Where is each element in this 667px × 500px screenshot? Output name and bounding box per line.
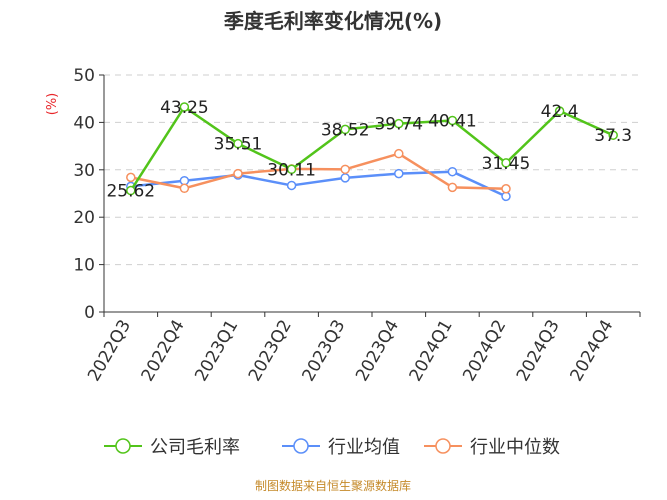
data-label: 43.25 xyxy=(160,98,209,118)
data-label: 39.74 xyxy=(374,115,423,135)
y-tick-label: 0 xyxy=(84,303,95,323)
series-layer xyxy=(126,102,618,202)
x-tick-label: 2023Q2 xyxy=(245,317,296,385)
legend-label: 行业中位数 xyxy=(470,437,560,458)
data-point xyxy=(286,180,297,191)
x-tick-label: 2024Q1 xyxy=(406,317,457,385)
legend-label: 公司毛利率 xyxy=(150,437,240,458)
data-point xyxy=(233,138,243,149)
data-point xyxy=(554,106,565,116)
data-point xyxy=(608,130,618,140)
data-label: 31.45 xyxy=(482,154,531,174)
legend-swatch-marker xyxy=(293,438,309,454)
legend-item[interactable]: 行业均值 xyxy=(282,437,400,458)
x-tick-label: 2023Q3 xyxy=(298,317,349,385)
data-point xyxy=(447,115,458,126)
series-line xyxy=(130,170,507,198)
data-point xyxy=(340,124,350,135)
y-tick-label: 40 xyxy=(73,113,95,133)
data-point xyxy=(126,172,136,183)
legend-item[interactable]: 行业中位数 xyxy=(424,437,560,458)
legend-item[interactable]: 公司毛利率 xyxy=(104,437,240,458)
data-point xyxy=(394,168,404,179)
data-label: 40.41 xyxy=(428,111,477,131)
data-point xyxy=(340,173,350,183)
axes xyxy=(99,74,641,317)
y-tick-labels: 0 10 20 30 40 50 xyxy=(73,66,95,323)
legend[interactable]: 公司毛利率 行业均值 行业中位数 xyxy=(104,437,560,458)
gridlines xyxy=(104,74,640,266)
data-label: 42.4 xyxy=(541,102,579,122)
data-point xyxy=(501,158,511,168)
data-label: 37.3 xyxy=(594,126,632,146)
data-point xyxy=(394,118,404,129)
data-label: 30.11 xyxy=(267,160,316,180)
footer-source: 制图数据来自恒生聚源数据库 xyxy=(255,478,411,493)
data-label: 25.62 xyxy=(106,182,155,202)
y-tick-label: 20 xyxy=(73,208,95,228)
y-tick-label: 50 xyxy=(73,66,95,86)
data-point xyxy=(501,191,511,202)
x-tick-label: 2024Q2 xyxy=(459,317,510,385)
data-label: 35.51 xyxy=(214,135,263,155)
x-tick-label: 2023Q4 xyxy=(352,317,403,385)
data-point xyxy=(501,184,511,194)
data-label: 38.52 xyxy=(321,120,370,140)
x-tick-label: 2024Q4 xyxy=(566,317,617,385)
data-point xyxy=(447,182,458,193)
y-axis-label: (%) xyxy=(45,93,60,116)
data-point xyxy=(179,183,190,194)
x-tick-label: 2024Q3 xyxy=(513,317,564,385)
data-point xyxy=(233,168,243,179)
data-point xyxy=(179,102,190,112)
legend-label: 行业均值 xyxy=(328,437,400,458)
legend-swatch-marker xyxy=(435,438,451,454)
chart-title: 季度毛利率变化情况(%) xyxy=(223,9,442,33)
series-0 xyxy=(126,102,618,196)
legend-swatch-marker xyxy=(115,438,131,454)
data-point xyxy=(447,166,458,177)
x-tick-labels: 2022Q3 2022Q4 2023Q1 2023Q2 2023Q3 2023Q4 2024… xyxy=(84,317,617,385)
x-tick-label: 2023Q1 xyxy=(191,317,242,385)
series-line xyxy=(130,152,507,191)
y-tick-label: 10 xyxy=(73,256,95,276)
x-tick-label: 2022Q3 xyxy=(84,317,135,385)
x-tick-label: 2022Q4 xyxy=(138,317,189,385)
series-line xyxy=(129,105,614,192)
y-tick-label: 30 xyxy=(73,161,95,181)
data-point xyxy=(394,148,404,159)
data-point xyxy=(340,164,350,175)
data-point xyxy=(179,175,190,186)
data-point xyxy=(126,185,136,196)
data-point xyxy=(286,164,297,175)
